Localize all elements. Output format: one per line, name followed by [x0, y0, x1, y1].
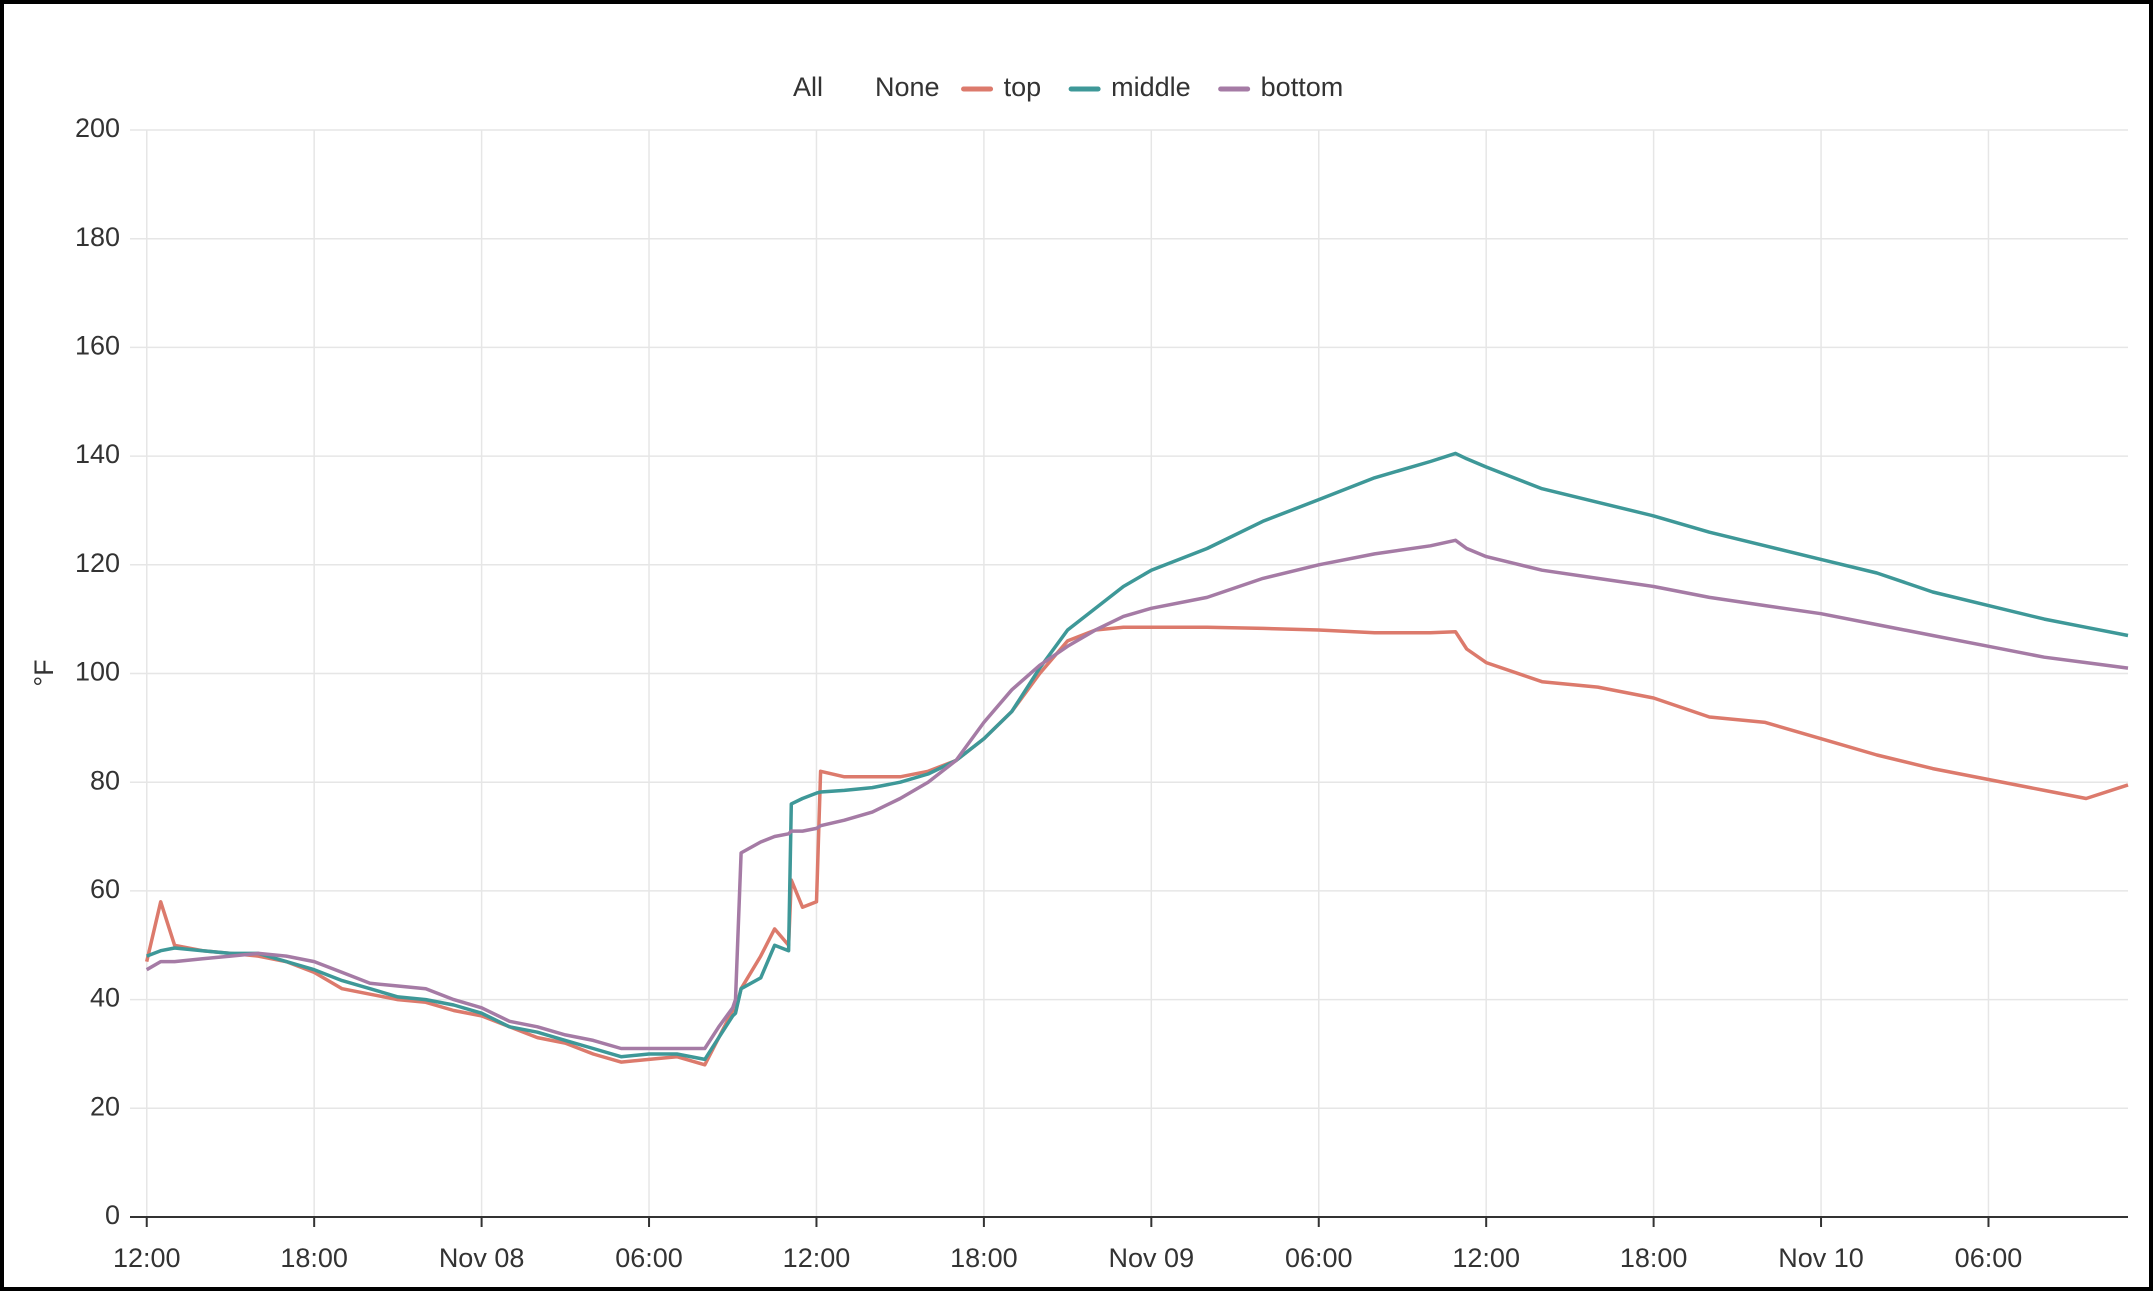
y-tick-label: 140 — [75, 439, 120, 469]
legend-label[interactable]: bottom — [1261, 72, 1344, 102]
x-tick-label: Nov 09 — [1109, 1243, 1195, 1273]
x-tick-label: 12:00 — [1452, 1243, 1520, 1273]
legend-label[interactable]: top — [1004, 72, 1042, 102]
series-line — [144, 625, 2129, 1067]
x-tick-label: 06:00 — [1285, 1243, 1353, 1273]
series-line — [145, 538, 2129, 1051]
legend-control[interactable]: None — [875, 72, 940, 102]
x-tick-label: Nov 10 — [1778, 1243, 1864, 1273]
x-tick-label: 18:00 — [950, 1243, 1018, 1273]
y-tick-label: 0 — [105, 1200, 120, 1230]
x-tick-label: 18:00 — [1620, 1243, 1688, 1273]
y-tick-label: 100 — [75, 657, 120, 687]
x-tick-label: 12:00 — [113, 1243, 181, 1273]
x-tick-label: 06:00 — [615, 1243, 683, 1273]
y-tick-label: 60 — [90, 874, 120, 904]
y-tick-label: 160 — [75, 331, 120, 361]
y-tick-label: 200 — [75, 113, 120, 143]
legend-label[interactable]: middle — [1111, 72, 1191, 102]
legend-control[interactable]: All — [793, 72, 823, 102]
x-tick-label: 06:00 — [1955, 1243, 2023, 1273]
y-tick-label: 40 — [90, 983, 120, 1013]
y-axis-label: °F — [29, 659, 59, 686]
y-tick-label: 20 — [90, 1091, 120, 1121]
x-tick-label: Nov 08 — [439, 1243, 525, 1273]
y-tick-label: 120 — [75, 548, 120, 578]
y-tick-label: 180 — [75, 222, 120, 252]
x-tick-label: 18:00 — [280, 1243, 348, 1273]
series-line — [146, 451, 2129, 1062]
x-tick-label: 12:00 — [783, 1243, 851, 1273]
y-tick-label: 80 — [90, 765, 120, 795]
